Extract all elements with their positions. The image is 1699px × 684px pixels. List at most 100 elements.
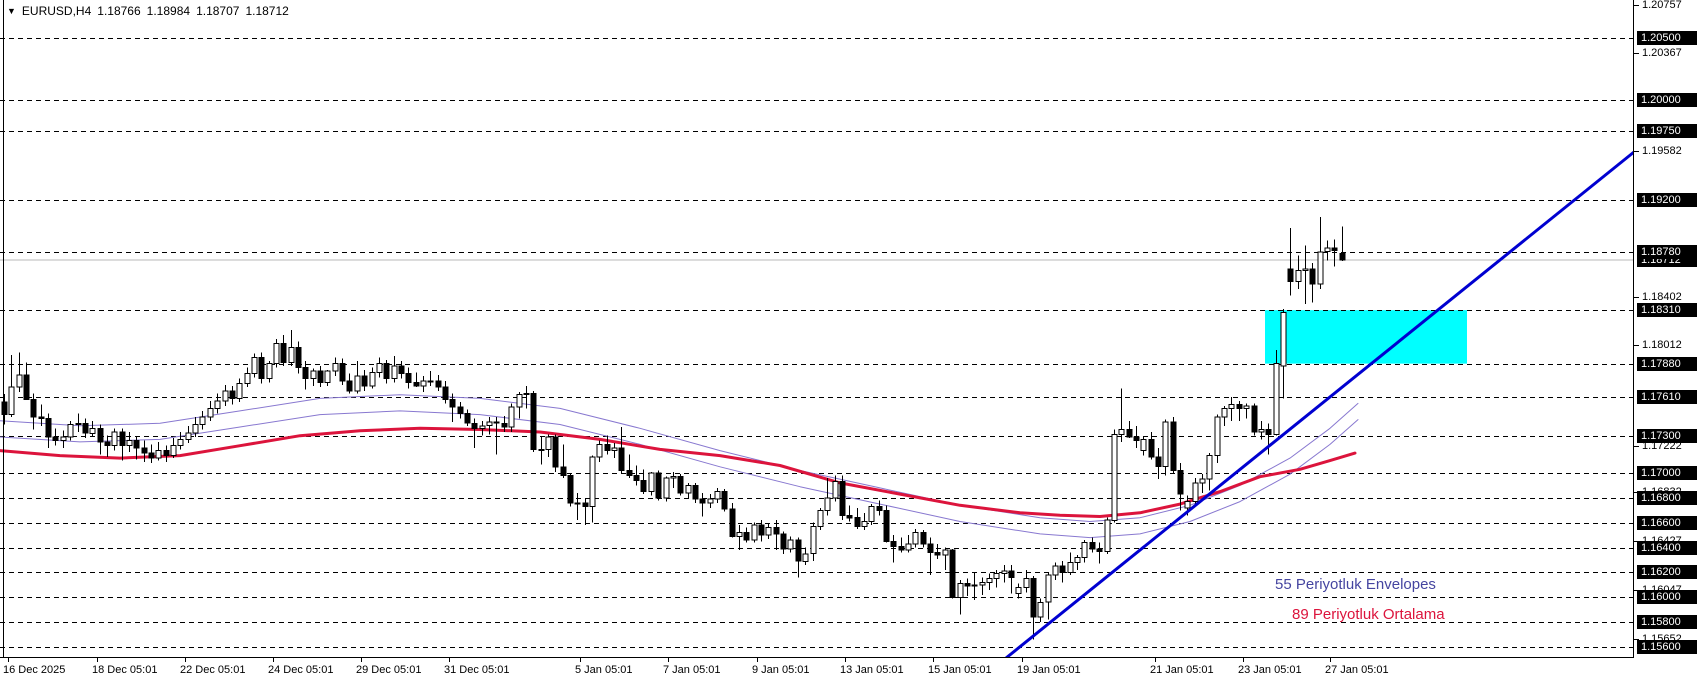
candle-down <box>339 363 346 382</box>
candle-up <box>126 440 133 447</box>
candle-down <box>773 527 780 535</box>
candle-up <box>420 380 427 387</box>
price-scale-tick <box>1634 541 1639 542</box>
candle-down <box>1170 421 1177 471</box>
candle-up <box>516 394 523 408</box>
envelopes-text-object[interactable]: 55 Periyotluk Envelopes <box>1275 576 1436 593</box>
time-scale-label: 16 Dec 2025 <box>3 664 66 676</box>
candle-up <box>16 374 23 388</box>
candle-up <box>508 406 515 428</box>
candle-down <box>501 422 508 428</box>
candle-up <box>523 393 530 396</box>
candle-down <box>1089 542 1096 550</box>
candle-down <box>920 532 927 545</box>
candle-up <box>1015 586 1022 594</box>
time-scale-label: 19 Jan 05:01 <box>1017 664 1081 676</box>
candle-down <box>883 509 890 542</box>
level-price-label: 1.16200 <box>1637 565 1697 579</box>
candle-up <box>427 380 434 383</box>
candle-up <box>810 525 817 555</box>
time-scale-tick <box>1330 658 1331 662</box>
candlestick-chart[interactable] <box>0 0 1634 658</box>
candle-up <box>832 481 839 499</box>
time-scale-label: 7 Jan 05:01 <box>663 664 721 676</box>
price-axis[interactable]: 1.20757 1.20367 1.19582 1.18402 1.18012 1.172… <box>1634 0 1699 658</box>
candle-up <box>596 443 603 458</box>
candle-up <box>236 383 243 399</box>
candle-down <box>934 552 941 556</box>
candle-down <box>398 365 405 375</box>
symbol-marker-icon: ▼ <box>7 6 16 16</box>
candle-up <box>942 549 949 556</box>
candle-up <box>8 386 15 416</box>
candle-down <box>530 393 537 450</box>
candle-up <box>663 477 670 499</box>
time-scale-tick <box>8 658 9 662</box>
time-scale-tick <box>668 658 669 662</box>
candle-up <box>993 573 1000 580</box>
level-price-label: 1.17000 <box>1637 466 1697 480</box>
level-price-label: 1.16600 <box>1637 516 1697 530</box>
candle-down <box>1133 436 1140 442</box>
candle-up <box>244 373 251 385</box>
price-scale-label: 1.18402 <box>1642 291 1682 303</box>
candle-down <box>567 475 574 504</box>
candle-up <box>1280 312 1287 367</box>
candle-down <box>552 436 559 468</box>
candle-up <box>545 436 552 450</box>
candle-up <box>251 356 258 375</box>
high-value: 1.18984 <box>146 4 191 18</box>
price-scale-tick <box>1634 151 1639 152</box>
price-scale-label: 1.17222 <box>1642 440 1682 452</box>
level-price-label: 1.20500 <box>1637 31 1697 45</box>
candle-down <box>97 427 104 443</box>
candle-down <box>82 422 89 434</box>
candle-up <box>787 539 794 550</box>
time-scale-label: 22 Dec 05:01 <box>180 664 246 676</box>
candle-down <box>655 472 662 499</box>
price-scale-tick <box>1634 5 1639 6</box>
candle-down <box>295 347 302 368</box>
candle-up <box>714 491 721 500</box>
price-scale-label: 1.18012 <box>1642 339 1682 351</box>
candle-down <box>133 440 140 449</box>
candle-down <box>302 366 309 380</box>
candle-up <box>648 472 655 493</box>
candle-up <box>861 521 868 527</box>
time-scale-label: 9 Jan 05:01 <box>752 664 810 676</box>
candle-down <box>493 421 500 424</box>
time-scale-tick <box>757 658 758 662</box>
candle-up <box>685 484 692 494</box>
candle-up <box>486 421 493 427</box>
price-scale-tick <box>1634 297 1639 298</box>
candle-up <box>1221 407 1228 418</box>
candle-down <box>413 381 420 387</box>
envelope-lower-line <box>0 410 1359 539</box>
close-value: 1.18712 <box>245 4 289 18</box>
trendline-object[interactable] <box>1005 150 1634 658</box>
price-scale-tick <box>1634 492 1639 493</box>
moving-average-text-object[interactable]: 89 Periyotluk Ortalama <box>1292 606 1445 623</box>
candle-up <box>354 375 361 392</box>
highlight-rectangle-object[interactable] <box>1265 310 1467 364</box>
candle-down <box>163 450 170 457</box>
candle-down <box>1096 548 1103 552</box>
time-axis[interactable]: 16 Dec 2025 18 Dec 05:01 22 Dec 05:01 24 De… <box>0 658 1634 684</box>
candle-down <box>743 532 750 541</box>
candle-up <box>75 422 82 425</box>
candle-up <box>971 584 978 587</box>
candle-down <box>141 447 148 454</box>
candle-down <box>30 399 37 418</box>
price-scale-label: 1.19582 <box>1642 145 1682 157</box>
candle-down <box>949 549 956 598</box>
candle-up <box>1302 268 1309 271</box>
candle-down <box>876 506 883 511</box>
candle-down <box>898 545 905 551</box>
candle-up <box>1199 478 1206 484</box>
level-price-label: 1.18310 <box>1637 303 1697 317</box>
level-price-label: 1.17300 <box>1637 429 1697 443</box>
candle-up <box>1192 482 1199 502</box>
candle-up <box>538 448 545 451</box>
candle-up <box>1206 455 1213 480</box>
chart-plot-area[interactable] <box>0 0 1634 658</box>
